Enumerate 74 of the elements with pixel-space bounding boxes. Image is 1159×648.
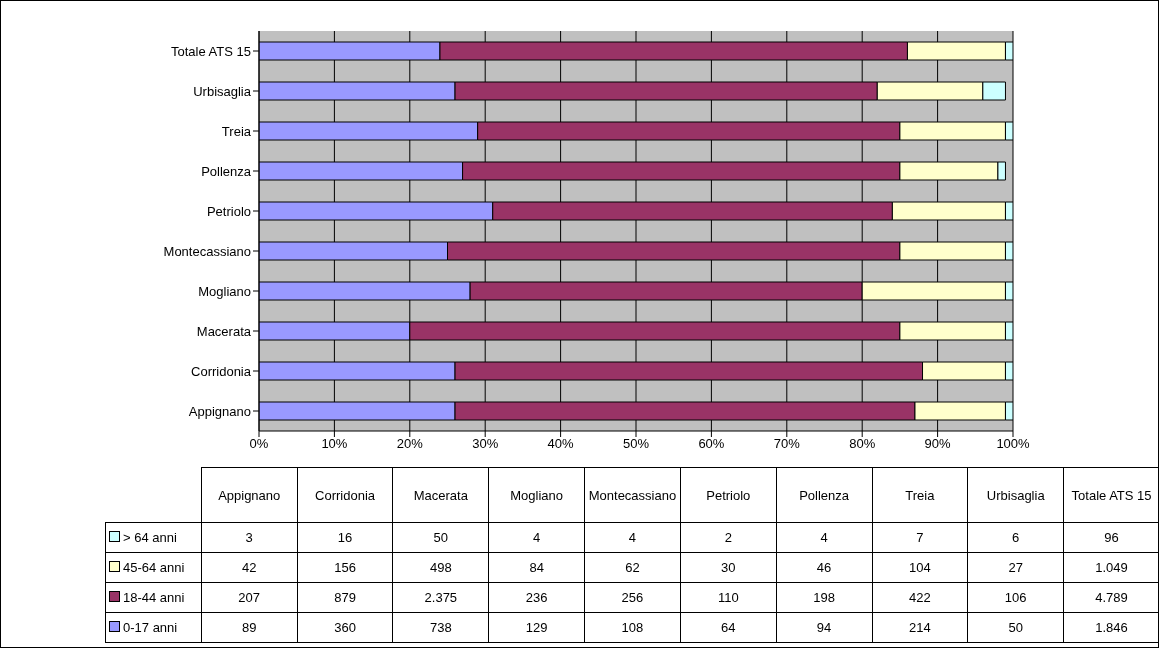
category-label: Montecassiano — [584, 467, 681, 523]
category-label: Totale ATS 15 — [1063, 467, 1159, 523]
data-label: 360 — [297, 612, 393, 643]
data-label: 1.049 — [1063, 552, 1159, 583]
y-tick-label: Totale ATS 15 — [171, 43, 251, 59]
data-label: 198 — [776, 582, 872, 613]
data-label: 738 — [392, 612, 489, 643]
legend-label: 18-44 anni — [105, 582, 202, 613]
data-label: 94 — [776, 612, 872, 643]
y-tick-label: Macerata — [196, 323, 252, 339]
x-tick-label: 100% — [996, 436, 1031, 452]
y-tick-label: Urbisaglia — [193, 83, 252, 99]
data-label: 4.789 — [1063, 582, 1159, 613]
legend-label: 45-64 anni — [105, 552, 202, 583]
category-label: Mogliano — [488, 467, 585, 523]
x-tick-label: 20% — [396, 436, 424, 452]
data-label: 42 — [201, 552, 298, 583]
data-label: 7 — [872, 522, 968, 553]
x-tick-label: 50% — [622, 436, 650, 452]
data-label: 3 — [201, 522, 298, 553]
category-label: Urbisaglia — [967, 467, 1064, 523]
data-label: 498 — [392, 552, 489, 583]
data-label: 50 — [967, 612, 1064, 643]
category-label: Macerata — [392, 467, 489, 523]
data-label: 27 — [967, 552, 1064, 583]
data-label: 4 — [488, 522, 585, 553]
data-label: 110 — [680, 582, 777, 613]
x-tick-label: 90% — [924, 436, 952, 452]
y-tick-label: Corridonia — [191, 363, 252, 379]
category-label: Corridonia — [297, 467, 393, 523]
data-label: 129 — [488, 612, 585, 643]
legend-label: > 64 anni — [105, 522, 202, 553]
y-tick-label: Petriolo — [206, 203, 251, 219]
x-tick-label: 70% — [773, 436, 801, 452]
data-label: 2 — [680, 522, 777, 553]
data-label: 2.375 — [392, 582, 489, 613]
data-label: 108 — [584, 612, 681, 643]
y-tick-label: Treia — [221, 123, 252, 139]
x-tick-label: 60% — [698, 436, 725, 452]
data-label: 16 — [297, 522, 393, 553]
data-label: 84 — [488, 552, 585, 583]
x-tick-label: 80% — [849, 436, 876, 452]
y-tick-label: Mogliano — [198, 283, 251, 299]
data-label: 4 — [584, 522, 681, 553]
x-tick-label: 0% — [249, 436, 269, 452]
data-label: 46 — [776, 552, 872, 583]
y-tick-label: Pollenza — [201, 163, 252, 179]
category-label: Petriolo — [680, 467, 777, 523]
data-label: 214 — [872, 612, 968, 643]
data-label: 4 — [776, 522, 872, 553]
x-tick-label: 40% — [547, 436, 575, 452]
data-label: 64 — [680, 612, 777, 643]
data-label: 104 — [872, 552, 968, 583]
y-tick-label: Appignano — [188, 403, 251, 419]
data-label: 30 — [680, 552, 777, 583]
data-label: 236 — [488, 582, 585, 613]
category-label: Pollenza — [776, 467, 872, 523]
x-tick-label: 30% — [472, 436, 499, 452]
category-label: Treia — [872, 467, 968, 523]
data-label: 156 — [297, 552, 393, 583]
data-label: 1.846 — [1063, 612, 1159, 643]
data-label: 256 — [584, 582, 681, 613]
data-label: 50 — [392, 522, 489, 553]
data-label: 96 — [1063, 522, 1159, 553]
data-label: 6 — [967, 522, 1064, 553]
data-label: 106 — [967, 582, 1064, 613]
data-label: 422 — [872, 582, 968, 613]
x-tick-label: 10% — [321, 436, 348, 452]
data-label: 879 — [297, 582, 393, 613]
data-label: 62 — [584, 552, 681, 583]
y-tick-label: Montecassiano — [163, 243, 251, 259]
data-label: 89 — [201, 612, 298, 643]
legend-label: 0-17 anni — [105, 612, 202, 643]
data-label: 207 — [201, 582, 298, 613]
